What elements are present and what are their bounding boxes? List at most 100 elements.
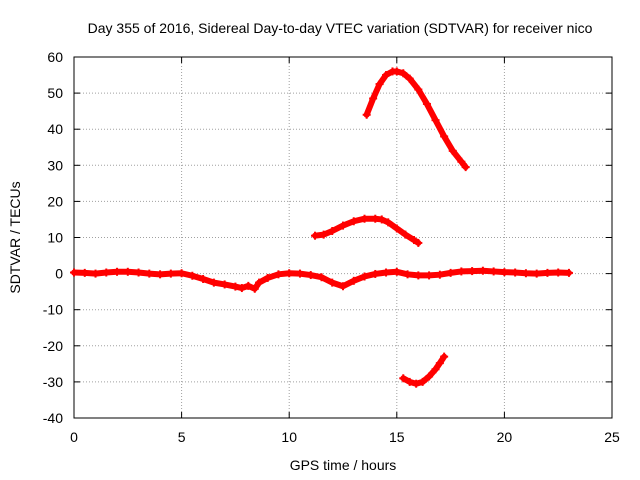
data-point — [435, 359, 444, 368]
data-point — [446, 268, 455, 277]
data-point — [532, 269, 541, 278]
y-tick-label: -40 — [43, 410, 63, 426]
data-point — [377, 215, 386, 224]
data-point — [91, 269, 100, 278]
data-point — [319, 230, 328, 239]
y-tick-label: 30 — [47, 157, 63, 173]
data-point — [237, 284, 246, 293]
series-line — [363, 68, 469, 171]
data-point — [362, 110, 371, 119]
y-tick-label: -10 — [43, 302, 63, 318]
chart-title: Day 355 of 2016, Sidereal Day-to-day VTE… — [88, 20, 593, 36]
data-point — [328, 227, 337, 236]
data-point — [410, 236, 419, 245]
data-point — [468, 267, 477, 276]
data-point — [412, 379, 421, 388]
data-point — [134, 268, 143, 277]
data-point — [489, 267, 498, 276]
y-tick-label: -30 — [43, 374, 63, 390]
data-series — [70, 67, 573, 388]
y-tick-label: 0 — [55, 266, 63, 282]
data-point — [263, 273, 272, 282]
data-point — [403, 270, 412, 279]
data-point — [166, 269, 175, 278]
x-tick-label: 25 — [604, 429, 620, 445]
y-tick-label: 60 — [47, 49, 63, 65]
data-point — [375, 80, 384, 89]
data-point — [70, 268, 78, 277]
data-point — [401, 230, 410, 239]
data-point — [399, 374, 408, 383]
data-point — [435, 270, 444, 279]
x-tick-label: 15 — [389, 429, 405, 445]
data-point — [414, 85, 423, 94]
data-point — [414, 238, 423, 247]
data-point — [422, 99, 431, 108]
data-point — [405, 377, 414, 386]
data-point — [431, 365, 440, 374]
data-point — [371, 269, 380, 278]
data-point — [339, 221, 347, 230]
series-middle-arc — [311, 214, 423, 247]
data-point — [418, 377, 427, 386]
data-point — [543, 268, 552, 277]
data-point — [285, 269, 294, 278]
data-point — [425, 271, 434, 280]
x-tick-label: 5 — [178, 429, 186, 445]
data-point — [339, 282, 347, 291]
data-point — [113, 267, 122, 276]
data-point — [255, 278, 264, 287]
data-point — [500, 268, 509, 277]
data-point — [295, 269, 304, 278]
data-point — [244, 281, 253, 290]
x-tick-label: 20 — [497, 429, 513, 445]
data-point — [461, 163, 470, 172]
y-tick-label: 20 — [47, 193, 63, 209]
data-point — [220, 280, 229, 289]
data-point — [274, 270, 283, 279]
y-tick-label: -20 — [43, 338, 63, 354]
data-point — [177, 269, 186, 278]
data-point — [102, 268, 111, 277]
plot-frame — [73, 56, 613, 419]
data-point — [448, 146, 457, 155]
data-point — [399, 69, 408, 78]
data-point — [231, 282, 240, 291]
axis-ticks: 0 5 10 15 20 25 -40 -30 -20 -10 0 10 20 30 40 50 60 — [43, 49, 620, 445]
data-point — [123, 267, 132, 276]
data-point — [306, 271, 315, 280]
data-point — [328, 278, 337, 287]
x-tick-label: 10 — [281, 429, 297, 445]
x-tick-label: 0 — [70, 429, 78, 445]
data-point — [511, 268, 520, 277]
data-point — [349, 217, 358, 226]
series-lower-arc — [399, 352, 449, 388]
y-tick-label: 10 — [47, 230, 63, 246]
data-point — [478, 266, 487, 275]
data-point — [431, 116, 440, 125]
data-point — [521, 269, 530, 278]
data-point — [250, 284, 259, 293]
data-point — [360, 214, 369, 223]
data-point — [145, 269, 154, 278]
data-point — [188, 271, 197, 280]
data-point — [156, 270, 165, 279]
data-point — [405, 74, 414, 83]
y-tick-label: 40 — [47, 121, 63, 137]
data-point — [382, 268, 391, 277]
data-point — [392, 224, 401, 233]
y-tick-label: 50 — [47, 85, 63, 101]
data-point — [564, 268, 573, 277]
data-point — [80, 268, 89, 277]
data-point — [317, 273, 326, 282]
data-point — [360, 272, 369, 281]
x-axis-label: GPS time / hours — [290, 457, 397, 473]
y-axis-label: SDTVAR / TECUs — [7, 181, 23, 293]
data-point — [311, 231, 320, 240]
data-point — [425, 372, 434, 381]
data-point — [384, 218, 393, 227]
data-point — [457, 267, 466, 276]
data-point — [457, 157, 466, 166]
data-point — [414, 271, 423, 280]
